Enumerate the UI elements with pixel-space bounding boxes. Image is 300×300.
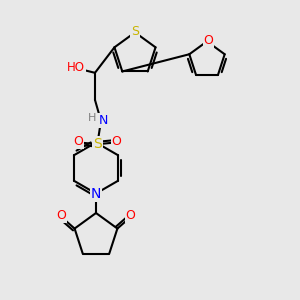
Text: S: S	[131, 25, 139, 38]
Text: H: H	[88, 113, 97, 123]
Text: O: O	[112, 135, 122, 148]
Text: N: N	[91, 187, 101, 200]
Text: O: O	[73, 135, 83, 148]
Text: O: O	[126, 209, 136, 222]
Text: S: S	[93, 137, 102, 151]
Text: N: N	[99, 114, 108, 127]
Text: O: O	[56, 209, 66, 222]
Text: HO: HO	[68, 61, 85, 74]
Text: O: O	[204, 34, 213, 47]
